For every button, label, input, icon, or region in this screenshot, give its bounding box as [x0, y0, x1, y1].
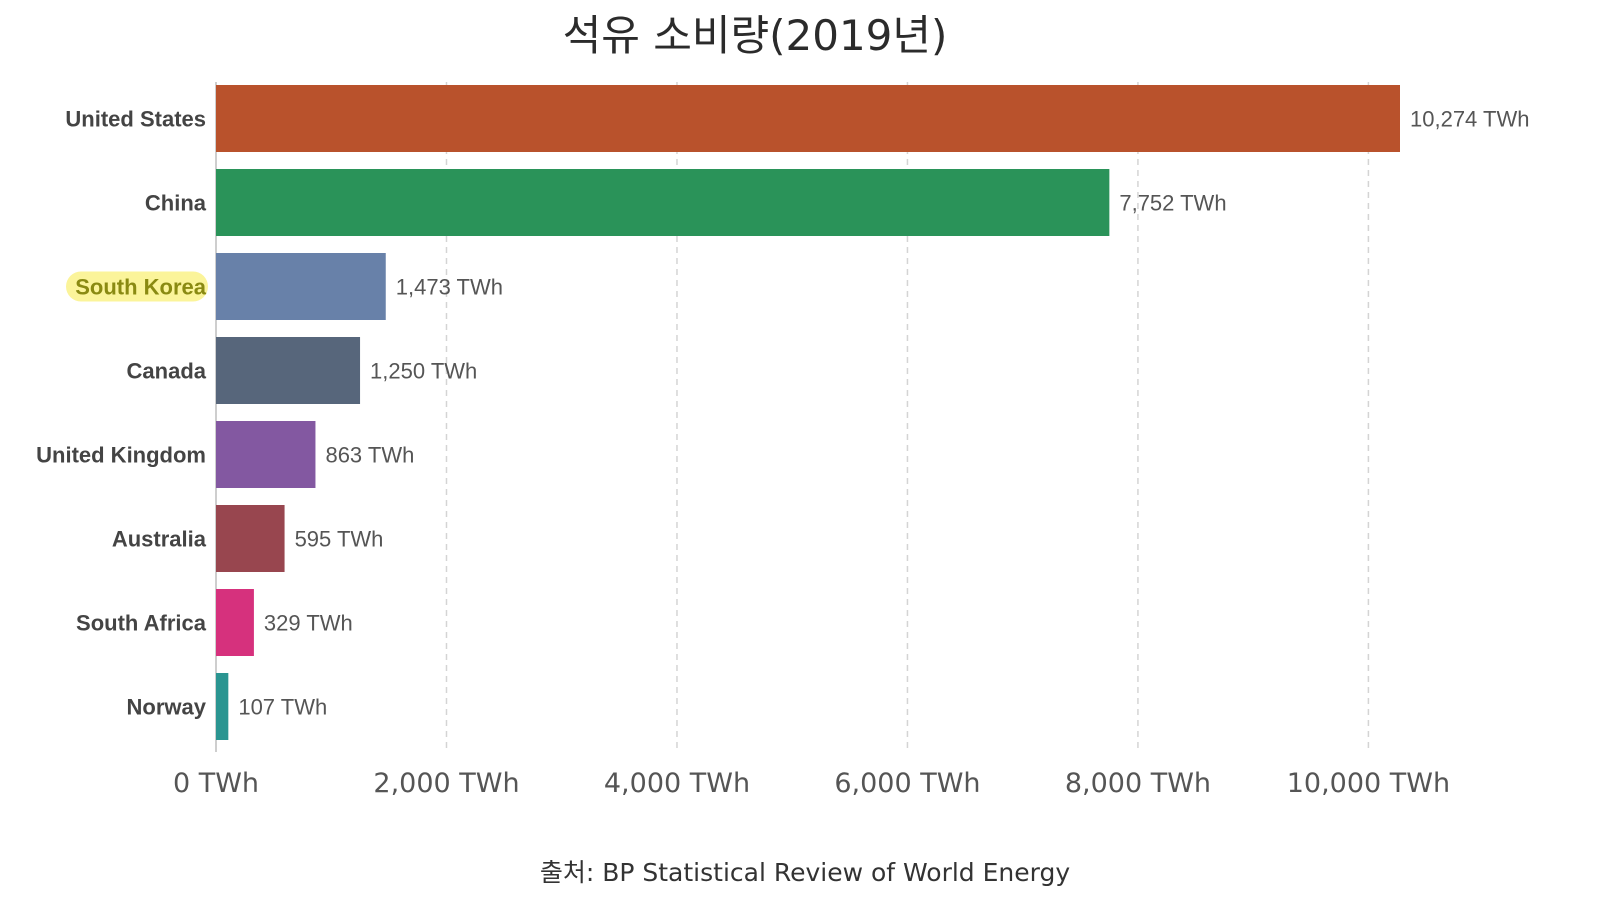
chart-title: 석유 소비량(2019년) [562, 11, 948, 60]
bar [216, 505, 285, 572]
category-labels: United States China South Korea Canada Unite… [36, 107, 208, 720]
source-note: 출처: BP Statistical Review of World Energ… [539, 858, 1071, 887]
x-tick-label: 8,000 TWh [1065, 768, 1211, 799]
x-axis-ticks: 0 TWh 2,000 TWh 4,000 TWh 6,000 TWh 8,000 TW… [173, 768, 1450, 799]
category-label: Canada [127, 359, 207, 384]
bars [216, 85, 1400, 740]
bar [216, 421, 316, 488]
value-label: 7,752 TWh [1119, 191, 1226, 216]
category-label: South Korea [75, 275, 207, 300]
x-tick-label: 2,000 TWh [373, 768, 519, 799]
bar [216, 253, 386, 320]
category-label: Australia [112, 527, 207, 552]
x-tick-label: 6,000 TWh [834, 768, 980, 799]
highlight-marker [66, 271, 208, 302]
value-label: 1,250 TWh [370, 359, 477, 384]
category-label: Norway [127, 695, 207, 720]
bar [216, 85, 1400, 152]
value-label: 1,473 TWh [396, 275, 503, 300]
value-label: 863 TWh [325, 443, 414, 468]
bar [216, 673, 229, 740]
value-labels: 10,274 TWh 7,752 TWh 1,473 TWh 1,250 TWh 863… [238, 107, 1529, 720]
value-label: 107 TWh [238, 695, 327, 720]
value-label: 10,274 TWh [1410, 107, 1529, 132]
bar [216, 169, 1110, 236]
category-label: United Kingdom [36, 443, 206, 468]
x-tick-label: 0 TWh [173, 768, 259, 799]
category-label: South Africa [76, 611, 207, 636]
x-tick-label: 10,000 TWh [1287, 768, 1450, 799]
x-tick-label: 4,000 TWh [604, 768, 750, 799]
value-label: 595 TWh [295, 527, 384, 552]
value-label: 329 TWh [264, 611, 353, 636]
bar [216, 589, 254, 656]
category-label: United States [65, 107, 206, 132]
bar [216, 337, 361, 404]
category-label: China [145, 191, 207, 216]
